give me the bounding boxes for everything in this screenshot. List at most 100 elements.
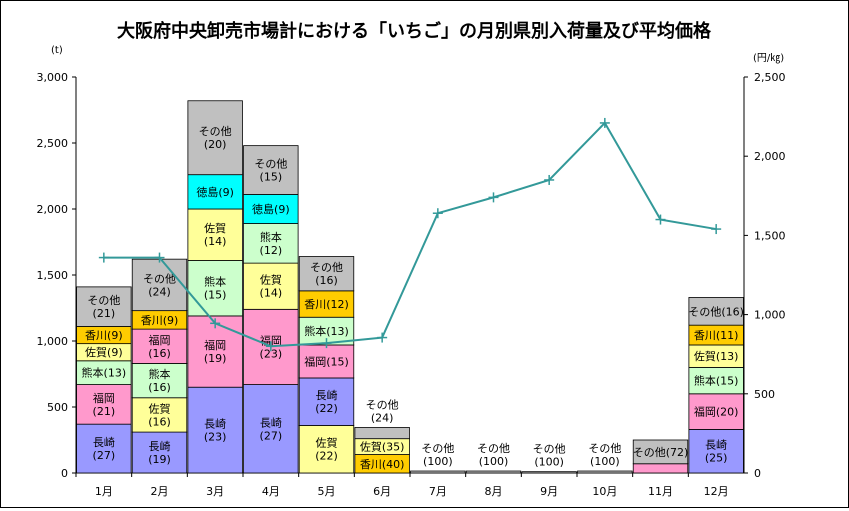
- segment-label: 福岡(21): [93, 391, 116, 418]
- segment-label: 熊本(13): [304, 324, 349, 338]
- segment-label: 福岡(15): [304, 354, 349, 368]
- segment-label: 長崎(19): [148, 439, 171, 466]
- segment-label: 佐賀(22): [315, 436, 338, 463]
- price-point: [711, 224, 722, 235]
- left-tick-label: 2,500: [37, 137, 69, 150]
- segment-label: 長崎(23): [204, 417, 227, 444]
- bar-segment: [243, 145, 299, 195]
- bar-stack: 長崎(23) 福岡(19) 熊本(15) 佐賀(14) 徳島(9) その他(20): [187, 100, 243, 474]
- right-tick-label: 500: [754, 388, 775, 401]
- left-tick-label: 3,000: [37, 71, 69, 84]
- bar-segment: [410, 470, 466, 474]
- bar-stack: その他(100): [521, 443, 577, 474]
- segment-label: 佐賀(14): [204, 221, 227, 248]
- bar-stack: 佐賀(22) 長崎(22) 福岡(15) 熊本(13) 香川(12) その他(16): [298, 256, 355, 474]
- segment-label: 香川(9): [141, 314, 179, 327]
- bar-segment: [688, 393, 744, 430]
- bar-segment: [465, 470, 522, 474]
- segment-label: 佐賀(14): [260, 273, 283, 300]
- bar-segment: [688, 297, 744, 326]
- chart-title: 大阪府中央卸売市場計における「いちご」の月別県別入荷量及び平均価格: [117, 20, 712, 42]
- bar-segment: [187, 174, 243, 210]
- bar-segment: [243, 262, 299, 310]
- segment-label: 福岡(16): [148, 333, 171, 360]
- segment-label: 熊本(15): [694, 374, 739, 388]
- price-point: [488, 192, 499, 203]
- price-point: [377, 332, 388, 343]
- left-tick-label: 500: [47, 401, 68, 414]
- segment-label: その他(24): [366, 398, 399, 424]
- segment-label: 長崎(27): [93, 435, 116, 462]
- segment-label: 佐賀(13): [694, 349, 739, 363]
- price-point: [98, 252, 109, 263]
- x-tick-label: 2月: [151, 485, 169, 498]
- bar-segment: [298, 344, 355, 379]
- x-tick-label: 1月: [95, 485, 113, 498]
- right-tick-label: 2,500: [754, 71, 786, 84]
- segment-label: 佐賀(35): [360, 440, 405, 454]
- right-tick-label: 1,500: [754, 229, 786, 242]
- bar-stack: 長崎(19) 佐賀(16) 熊本(16) 福岡(16) 香川(9) その他(24): [131, 258, 188, 474]
- bar-segment: [187, 100, 243, 176]
- x-tick-label: 12月: [704, 485, 729, 498]
- segment-label: その他(100): [477, 442, 510, 468]
- bar-segment: [243, 194, 299, 224]
- price-point: [265, 341, 276, 352]
- segment-label: 福岡(19): [204, 338, 227, 365]
- segment-label: 徳島(9): [252, 202, 290, 216]
- price-point: [432, 208, 443, 219]
- bar-segment: [76, 423, 132, 474]
- right-tick-label: 0: [754, 467, 761, 480]
- right-axis-unit: (円/㎏): [753, 52, 784, 64]
- bar-segment: [243, 384, 299, 474]
- segment-label: 長崎(25): [705, 438, 728, 465]
- price-point: [154, 252, 165, 263]
- bar-segment: [131, 363, 188, 399]
- x-tick-label: 6月: [373, 485, 391, 498]
- segment-label: その他(21): [87, 294, 120, 320]
- right-tick-label: 1,000: [754, 309, 786, 322]
- segment-label: 香川(9): [85, 329, 123, 342]
- left-tick-label: 1,000: [37, 335, 69, 348]
- x-tick-label: 4月: [262, 485, 280, 498]
- bar-stack: その他(100): [577, 442, 633, 474]
- segment-label: 熊本(13): [82, 366, 127, 380]
- segment-label: 熊本(15): [204, 275, 227, 302]
- bar-segment: [76, 286, 132, 327]
- segment-label: その他(100): [421, 442, 454, 468]
- segment-label: 長崎(22): [315, 388, 338, 415]
- segment-label: 香川(11): [694, 329, 739, 342]
- left-axis-unit: (t): [51, 45, 63, 56]
- x-tick-label: 8月: [485, 485, 503, 498]
- segment-label: その他(15): [254, 158, 287, 184]
- x-tick-label: 7月: [429, 485, 447, 498]
- x-tick-label: 11月: [648, 485, 673, 498]
- bar-segment: [688, 429, 744, 474]
- price-point: [655, 214, 666, 225]
- segment-label: その他(100): [533, 443, 566, 469]
- segment-label: その他(16): [688, 305, 744, 318]
- bar-segment: [298, 377, 355, 426]
- x-tick-label: 10月: [592, 485, 617, 498]
- segment-label: 徳島(9): [196, 185, 234, 199]
- bar-stack: 香川(40) 佐賀(35) その他(24): [354, 398, 410, 474]
- segment-label: 熊本(16): [148, 367, 171, 394]
- left-tick-label: 2,000: [37, 203, 69, 216]
- bar-segment: [354, 427, 410, 440]
- bar-stack: その他(100): [410, 442, 466, 474]
- bar-segment: [131, 258, 188, 312]
- left-tick-label: 0: [61, 467, 68, 480]
- x-tick-label: 3月: [206, 485, 224, 498]
- price-point: [544, 174, 555, 185]
- segment-label: 香川(12): [304, 298, 349, 311]
- segment-label: 佐賀(16): [148, 401, 171, 428]
- bar-segment: [243, 223, 299, 264]
- segment-label: その他(20): [199, 125, 232, 151]
- bar-segment: [632, 463, 689, 474]
- segment-label: 香川(40): [360, 458, 405, 471]
- segment-label: その他(24): [143, 272, 176, 298]
- left-tick-label: 1,500: [37, 269, 69, 282]
- price-point: [599, 117, 610, 128]
- bar-segment: [187, 208, 243, 261]
- bar-segment: [76, 384, 132, 425]
